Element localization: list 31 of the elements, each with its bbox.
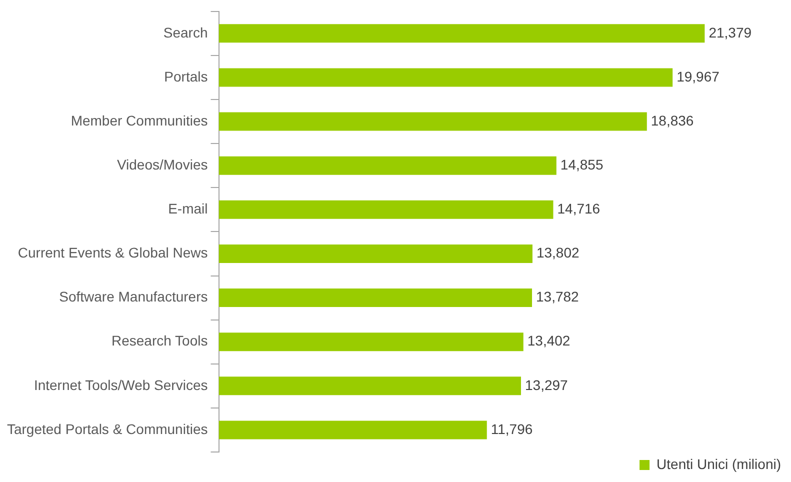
data-label: 18,836 [650,112,694,128]
data-label: 13,297 [524,376,568,393]
y-tick-label: Targeted Portals & Communities [6,420,208,437]
bar [218,288,532,308]
bar [218,24,705,43]
bar [218,112,647,131]
data-label: 14,855 [560,156,604,172]
y-tick-label: Current Events & Global News [18,244,208,261]
y-tick-label: Videos/Movies [116,156,208,172]
y-tick-label: Internet Tools/Web Services [34,376,208,393]
y-tick-label: Software Manufacturers [59,288,208,305]
y-tick-label: E-mail [168,200,208,217]
bar [218,244,532,263]
data-label: 13,802 [536,244,580,261]
y-tick-label: Portals [164,68,208,84]
data-label: 14,716 [557,200,600,217]
y-tick-label: Member Communities [70,112,208,128]
bar [218,376,521,396]
data-label: 13,402 [527,332,570,349]
bar [218,68,673,87]
legend-label: Utenti Unici (milioni) [656,456,781,472]
y-tick-label: Search [163,24,208,40]
bar [218,200,554,219]
data-label: 13,782 [536,288,580,305]
bar [218,156,556,175]
data-label: 21,379 [708,24,752,40]
data-label: 11,796 [490,420,533,437]
bar [218,420,487,440]
bar [218,332,524,352]
y-tick-label: Research Tools [112,332,208,349]
data-label: 19,967 [676,68,720,84]
